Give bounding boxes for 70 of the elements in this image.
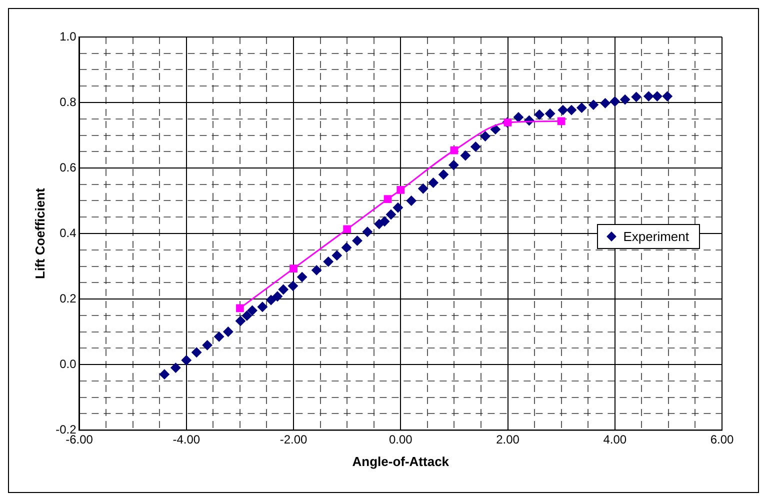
x-tick-label: 0.00: [388, 432, 413, 447]
x-tick-label: -4.00: [172, 432, 200, 447]
point: [290, 264, 298, 272]
point: [170, 362, 181, 373]
point: [557, 117, 566, 126]
point: [545, 108, 556, 119]
point: [600, 98, 610, 108]
point: [352, 236, 362, 246]
point: [558, 105, 568, 116]
x-axis-title: Angle-of-Attack: [352, 454, 450, 469]
point: [534, 110, 544, 120]
x-tick-label: 2.00: [496, 432, 520, 447]
point: [450, 146, 458, 154]
point: [288, 280, 298, 291]
point: [566, 105, 576, 116]
y-tick-label: 0.4: [60, 226, 77, 240]
point: [342, 242, 352, 253]
y-tick-label: 0.2: [60, 291, 77, 306]
point: [312, 265, 322, 276]
point: [257, 302, 268, 312]
point: [438, 170, 448, 180]
point: [278, 284, 288, 295]
point: [202, 340, 212, 350]
y-tick-label: 0.6: [60, 160, 77, 174]
point: [480, 131, 490, 142]
point: [406, 196, 416, 206]
point: [448, 160, 459, 170]
point: [242, 310, 252, 321]
point: [392, 202, 403, 213]
point: [386, 210, 396, 220]
y-axis-title: Lift Coefficient: [32, 187, 48, 279]
point: [652, 91, 662, 102]
point: [644, 91, 654, 102]
point: [620, 94, 630, 105]
point: [588, 100, 598, 110]
point: [490, 124, 500, 134]
point: [332, 250, 342, 260]
legend-label: Experiment: [623, 229, 689, 244]
y-tick-label: 0.0: [60, 356, 77, 371]
point: [396, 186, 405, 194]
point: [460, 150, 470, 161]
point: [418, 184, 428, 194]
point: [214, 332, 224, 342]
point: [470, 142, 481, 152]
point: [159, 369, 170, 380]
point: [513, 112, 524, 122]
point: [192, 347, 202, 358]
x-tick-label: -2.00: [280, 432, 308, 447]
point: [343, 225, 352, 234]
point: [236, 304, 244, 312]
point: [662, 91, 672, 102]
point: [272, 291, 282, 302]
x-tick-label: 6.00: [710, 432, 734, 447]
point: [323, 256, 334, 267]
point: [428, 178, 438, 188]
point: [266, 294, 276, 305]
point: [576, 102, 587, 113]
x-tick-label: 4.00: [603, 432, 627, 447]
point: [362, 226, 372, 237]
point: [297, 272, 308, 282]
y-tick-label: 0.8: [60, 94, 77, 109]
point: [235, 316, 246, 326]
point: [181, 355, 192, 366]
point: [247, 305, 258, 316]
y-tick-label: 1.0: [60, 29, 77, 44]
point: [223, 326, 234, 337]
point: [631, 92, 642, 102]
point: [610, 96, 620, 107]
point: [380, 216, 390, 226]
point: [384, 195, 392, 204]
